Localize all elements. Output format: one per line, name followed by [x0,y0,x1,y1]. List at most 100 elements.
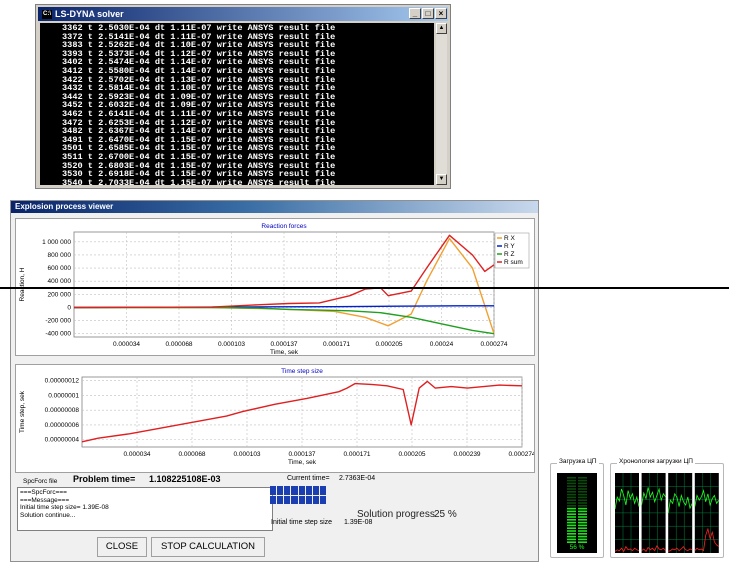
plot-area [81,376,523,448]
cpu-meter-segment [578,530,587,532]
scroll-down-icon[interactable]: ▼ [436,174,447,185]
cpu-meter-segment [578,505,587,507]
cpu-meter-segment [578,527,587,529]
cpu-meter-segment [567,493,576,496]
cpu-history-graphs [615,473,719,553]
cpu-meter-segment [578,535,587,538]
message-line: ===Message=== [20,496,70,504]
legend-label: R Z [504,251,515,258]
progress-cell [298,495,305,504]
progress-cell [284,486,291,495]
y-tick-label: 0 [67,304,71,311]
solution-progress-label: Solution progress [357,509,435,520]
y-tick-label: 0.00000008 [45,407,80,414]
cpu-meter-segment [578,521,587,524]
cpu-usage-value: 56 % [569,544,585,551]
cpu-kernel-line [641,544,666,553]
cpu-meter-segment [578,538,587,541]
x-tick-label: 0.000068 [165,341,192,348]
time-step-chart: Time step size 0.000034 0.000068 0.000103 0.… [15,364,536,473]
reaction-forces-svg: Reaction forces 0.000034 0.000068 0.000103 0… [19,223,530,356]
cpu-meter-segment [567,485,576,487]
cpu-meter-segment [567,507,576,510]
horizontal-divider-line [0,287,729,289]
stop-calculation-button[interactable]: STOP CALCULATION [151,537,265,557]
viewer-title-bar[interactable]: Explosion process viewer [11,201,538,213]
x-tick-label: 0.000205 [375,341,402,348]
progress-cell [312,486,319,495]
progress-cell [298,486,305,495]
message-box[interactable]: ===SpcForc=== ===Message=== Initial time s… [17,487,273,531]
cpu-meter-segment [578,488,587,490]
problem-time-value: 1.108225108E-03 [149,474,221,484]
cpu-meter-segment [578,477,587,479]
cpu-usage-line [667,492,693,514]
y-tick-label: 1 000 000 [42,239,71,246]
cpu-meter-segment [567,521,576,524]
message-line: ===SpcForc=== [20,489,67,496]
cpu-history-group: Хронология загрузки ЦП [610,458,724,558]
console-scrollbar[interactable]: ▲ ▼ [436,23,447,185]
cpu-meter-segment [567,541,576,543]
minimize-button[interactable]: _ [409,8,421,19]
cpu-usage-line [694,489,719,507]
cpu-meter-segment [567,482,576,485]
x-tick-label: 0.00024 [430,341,454,348]
scroll-up-icon[interactable]: ▲ [436,23,447,34]
progress-cell [319,486,326,495]
close-button[interactable]: CLOSE [97,537,147,557]
x-tick-label: 0.000137 [288,451,315,458]
x-tick-label: 0.000068 [178,451,205,458]
cpu-meter-segment [567,502,576,504]
cpu-usage-line [641,487,666,506]
cpu-history-label: Хронология загрузки ЦП [617,458,695,465]
cpu-meter-segment [567,519,576,521]
progress-cell [319,495,326,504]
legend-label: R Y [504,243,515,250]
close-icon[interactable]: × [435,8,447,19]
cpu-meter-segment [578,482,587,485]
initial-step-label: Initial time step size [271,519,333,526]
cpu-meter-segment [567,479,576,482]
progress-cell [277,495,284,504]
cpu-meter-segment [567,496,576,499]
progress-cell [270,486,277,495]
y-axis-label: Reaction, H [19,267,26,301]
y-tick-label: 0.00000006 [45,422,80,429]
message-line: Solution continue... [20,511,76,519]
cpu-meter-segment [578,516,587,518]
console-output: 3362 t 2.5030E-04 dt 1.11E-07 write ANSY… [40,23,434,185]
y-tick-label: -400 000 [45,331,71,338]
x-tick-label: 0.000103 [218,341,245,348]
y-tick-label: 400 000 [48,278,72,285]
cpu-meter-segment [578,499,587,501]
y-tick-label: -200 000 [45,318,71,325]
cpu-usage-meter: 56 % [557,473,597,553]
maximize-button[interactable]: □ [422,8,434,19]
x-axis-label: Time, sek [288,459,317,466]
initial-step-value: 1.39E-08 [344,519,373,526]
progress-cell [291,495,298,504]
progress-cell [284,495,291,504]
chart-title: Time step size [281,368,323,375]
console-lines: 3362 t 2.5030E-04 dt 1.11E-07 write ANSY… [62,23,336,185]
time-step-svg: Time step size 0.000034 0.000068 0.000103 0.… [19,368,536,466]
cpu-meter-segment [578,519,587,521]
legend-label: R X [504,235,516,242]
cpu-meter-segment [578,524,587,527]
x-axis-label: Time, sek [270,349,299,355]
cpu-meter-segment [578,541,587,543]
cpu-meter-segment [567,499,576,501]
cpu-meter-segment [567,533,576,535]
current-time-value: 2.7363E-04 [339,475,376,482]
y-tick-label: 800 000 [48,252,72,259]
cpu-meter-segment [578,491,587,493]
cpu-meter-segment [567,527,576,529]
cpu-meter-segment [578,513,587,515]
y-tick-label: 0.0000001 [48,392,79,399]
y-axis-label: Time step, sek [19,390,26,433]
cpu-meter-svg [567,477,587,543]
console-title-bar[interactable]: C:\ LS-DYNA solver _ □ × [38,7,448,21]
x-tick-label: 0.000034 [113,341,140,348]
cpu-usage-group: Загрузка ЦП 56 % [550,458,604,558]
